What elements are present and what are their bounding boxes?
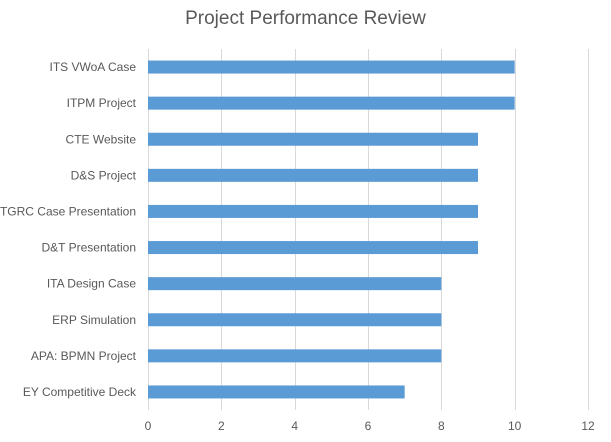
bars [148,60,515,399]
x-tick-label: 2 [218,419,225,433]
bar [148,132,478,146]
x-tick-label: 8 [438,419,445,433]
bar [148,168,478,182]
category-labels: ITS VWoA Case ITPM Project CTE Website D&S … [0,60,137,399]
category-label: ITS VWoA Case [50,60,137,74]
category-label: ITGRC Case Presentation [0,204,136,218]
bar [148,385,405,399]
category-label: ITPM Project [67,96,137,110]
x-tick-label: 12 [581,419,595,433]
x-tick-label: 10 [508,419,522,433]
x-tick-label: 6 [365,419,372,433]
category-label: D&S Project [71,168,137,182]
x-tick-label: 0 [145,419,152,433]
chart-title: Project Performance Review [185,8,426,29]
bar [148,96,515,110]
bar [148,60,515,74]
category-label: EY Competitive Deck [23,385,137,399]
bar [148,349,442,363]
bar [148,204,478,218]
category-label: D&T Presentation [42,241,137,255]
category-label: APA: BPMN Project [31,349,137,363]
x-tick-labels: 0 2 4 6 8 10 12 [145,419,595,433]
bar [148,277,442,291]
bar [148,313,442,327]
bar [148,241,478,255]
category-label: CTE Website [66,132,137,146]
category-label: ITA Design Case [47,277,136,291]
category-label: ERP Simulation [52,313,136,327]
x-tick-label: 4 [291,419,298,433]
